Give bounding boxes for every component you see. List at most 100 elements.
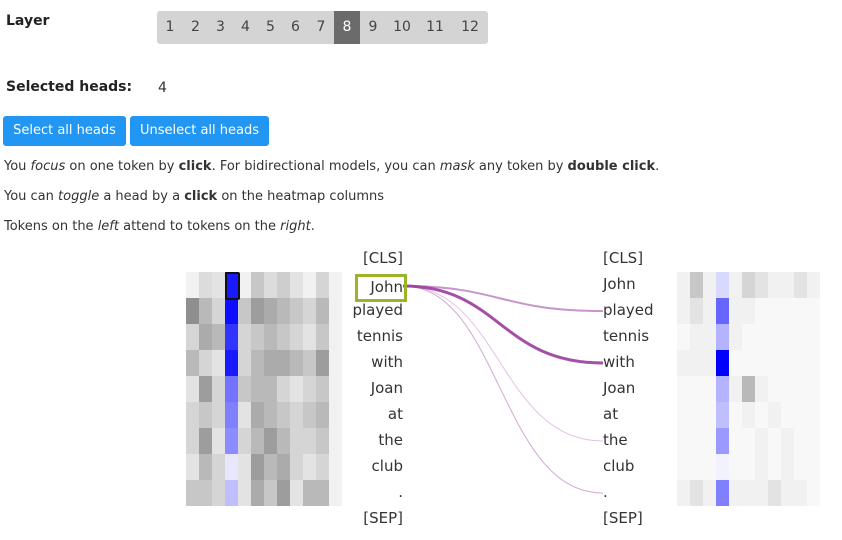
attention-line-the	[402, 285, 604, 442]
left-token-sep[interactable]: [SEP]	[363, 509, 403, 527]
heatmap-cell	[264, 376, 277, 402]
heatmap-cell	[807, 480, 820, 506]
heatmap-cell	[303, 454, 316, 480]
heatmap-cell	[212, 376, 225, 402]
heatmap-cell	[755, 298, 768, 324]
heatmap-cell	[251, 298, 264, 324]
heatmap-cell	[794, 350, 807, 376]
heatmap-cell	[729, 454, 742, 480]
layer-button-7[interactable]: 7	[316, 19, 326, 35]
heatmap-cell	[794, 376, 807, 402]
heatmap-cell	[186, 454, 199, 480]
heatmap-cell	[329, 376, 342, 402]
right-token-club[interactable]: club	[603, 457, 635, 475]
heatmap-cell	[755, 402, 768, 428]
heatmap-cell	[316, 376, 329, 402]
right-token-period[interactable]: .	[603, 483, 608, 501]
heatmap-cell	[690, 376, 703, 402]
heatmap-cell	[251, 272, 264, 298]
right-token-joan[interactable]: Joan	[603, 379, 636, 397]
heatmap-cell	[729, 402, 742, 428]
layer-button-3[interactable]: 3	[216, 19, 225, 35]
heatmap-cell	[212, 272, 225, 298]
heatmap-cell	[186, 324, 199, 350]
right-token-the[interactable]: the	[603, 431, 628, 449]
left-token-cls[interactable]: [CLS]	[362, 249, 403, 267]
heatmap-cell	[186, 376, 199, 402]
left-token-joan[interactable]: Joan	[370, 379, 403, 397]
heatmap-cell	[316, 428, 329, 454]
heatmap-cell	[820, 454, 833, 480]
heatmap-cell	[781, 454, 794, 480]
right-token-played[interactable]: played	[603, 301, 654, 319]
layer-button-11[interactable]: 11	[426, 19, 444, 35]
heatmap-cell	[755, 376, 768, 402]
heatmap-cell	[768, 272, 781, 298]
right-token-sep[interactable]: [SEP]	[603, 509, 643, 527]
heatmap-cell	[781, 376, 794, 402]
heatmap-cell	[212, 350, 225, 376]
heatmap-cell	[807, 350, 820, 376]
unselect-all-heads-button[interactable]: Unselect all heads	[130, 116, 269, 146]
layer-button-4[interactable]: 4	[241, 19, 250, 35]
heatmap-cell	[329, 454, 342, 480]
heatmap-cell	[807, 376, 820, 402]
layer-button-1[interactable]: 1	[165, 19, 175, 35]
heatmap-cell	[820, 272, 833, 298]
layer-button-5[interactable]: 5	[266, 19, 275, 35]
right-token-cls[interactable]: [CLS]	[603, 249, 644, 267]
heatmap-cell	[186, 402, 199, 428]
layer-button-6[interactable]: 6	[291, 19, 300, 35]
layer-button-9[interactable]: 9	[368, 19, 378, 35]
heatmap-cell	[199, 428, 212, 454]
heatmap-cell	[212, 324, 225, 350]
heatmap-cell	[729, 350, 742, 376]
layer-button-8[interactable]: 8	[334, 11, 360, 44]
heatmap-cell	[781, 428, 794, 454]
heatmap-cell	[264, 454, 277, 480]
right-token-at[interactable]: at	[603, 405, 619, 423]
left-token-with[interactable]: with	[371, 353, 403, 371]
left-token-club[interactable]: club	[371, 457, 403, 475]
heatmap-cell	[703, 324, 716, 350]
heatmap-cell	[277, 454, 290, 480]
heatmap-cell	[316, 350, 329, 376]
heatmap-cell	[690, 272, 703, 298]
heatmap-cell	[290, 376, 303, 402]
heatmap-cell	[238, 272, 251, 298]
heatmap-cell	[677, 298, 690, 324]
heatmap-cell	[329, 272, 342, 298]
heatmap-cell	[690, 428, 703, 454]
heatmap-cell	[820, 324, 833, 350]
left-token-played[interactable]: played	[352, 301, 403, 319]
heatmap-cell	[755, 324, 768, 350]
heatmap-cell	[303, 376, 316, 402]
left-token-at[interactable]: at	[387, 405, 403, 423]
heatmap-cell	[768, 454, 781, 480]
heatmap-cell	[716, 454, 729, 480]
layer-button-2[interactable]: 2	[191, 19, 200, 35]
left-token-tennis[interactable]: tennis	[356, 327, 403, 345]
left-token-the[interactable]: the	[378, 431, 403, 449]
right-token-with[interactable]: with	[603, 353, 635, 371]
heatmap-cell	[729, 324, 742, 350]
layer-button-12[interactable]: 12	[461, 19, 479, 35]
heatmap-cell	[716, 428, 729, 454]
select-all-heads-button[interactable]: Select all heads	[3, 116, 126, 146]
heatmap-cell	[781, 402, 794, 428]
right-token-john[interactable]: John	[603, 275, 636, 293]
heatmap-cell	[303, 480, 316, 506]
layer-button-10[interactable]: 10	[393, 19, 411, 35]
right-token-tennis[interactable]: tennis	[603, 327, 650, 345]
heatmap-cell	[238, 298, 251, 324]
heatmap-cell	[290, 454, 303, 480]
heatmap-cell	[277, 376, 290, 402]
heatmap-cell	[781, 480, 794, 506]
heatmap-cell	[794, 480, 807, 506]
heatmap-cell	[794, 428, 807, 454]
heatmap-cell	[677, 428, 690, 454]
heatmap-cell	[755, 428, 768, 454]
left-token-period[interactable]: .	[398, 483, 403, 501]
left-token-john[interactable]: John	[370, 278, 403, 296]
heatmap-cell	[768, 480, 781, 506]
